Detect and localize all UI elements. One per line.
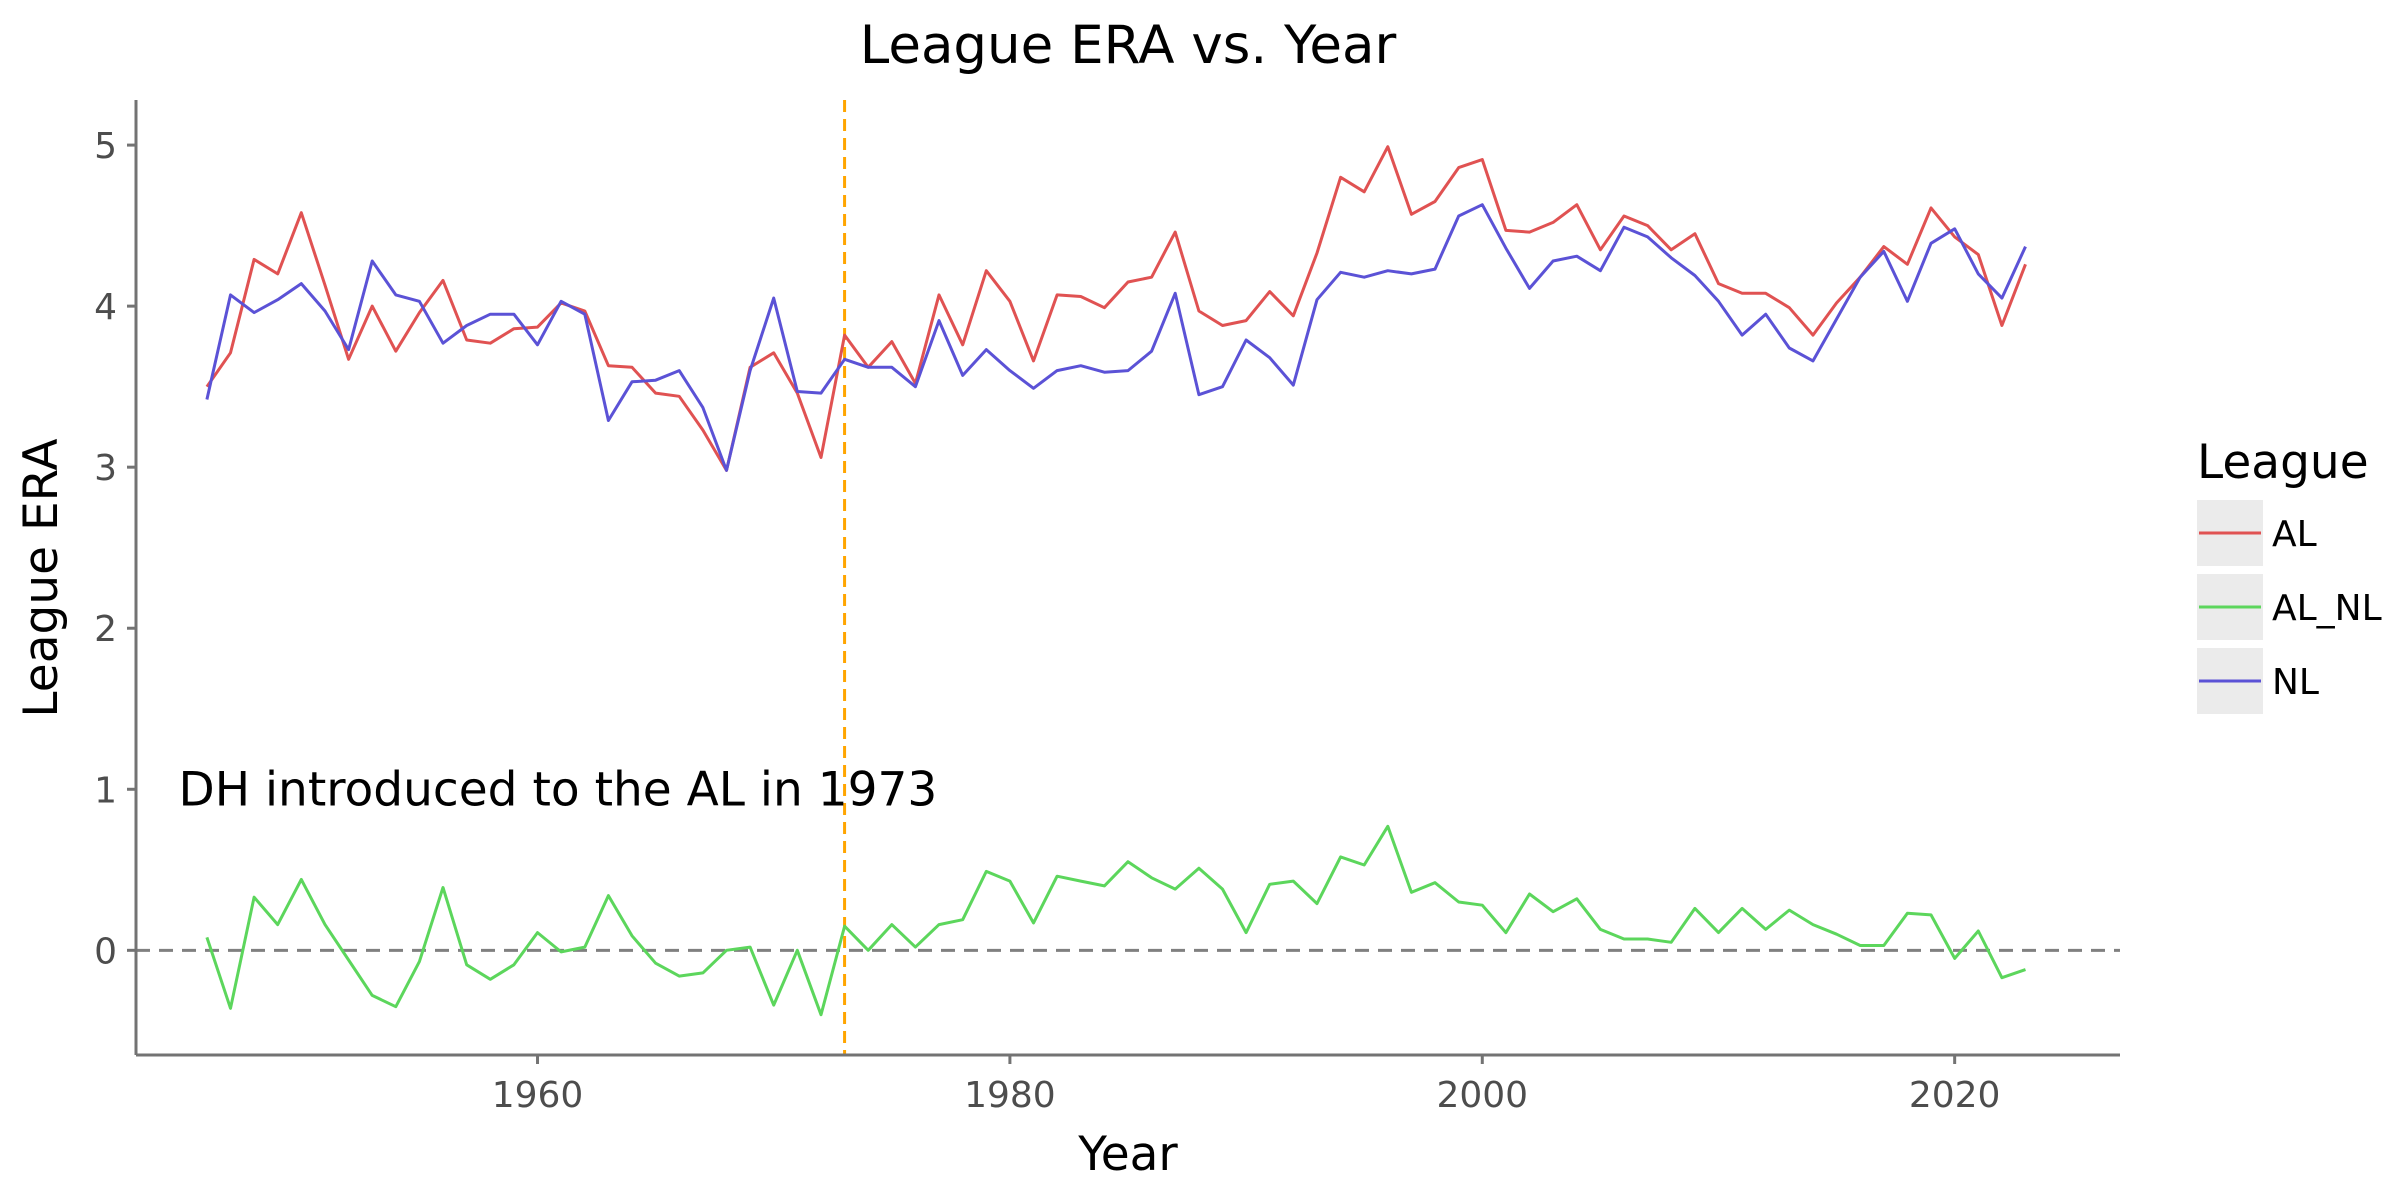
legend-label: NL [2272, 662, 2319, 703]
legend-items: AL AL_NL NL [2197, 500, 2382, 714]
legend-label: AL_NL [2272, 588, 2382, 629]
y-axis-ticks: 0 1 2 3 4 5 [94, 126, 136, 972]
series-line-al [205, 145, 2027, 472]
x-tick-label: 2020 [1909, 1075, 2001, 1116]
reference-lines [136, 100, 2120, 1055]
legend-title: League [2197, 435, 2369, 490]
y-tick-label: 3 [94, 448, 117, 489]
x-tick-label: 1980 [964, 1075, 1056, 1116]
y-tick-label: 5 [94, 126, 117, 167]
x-axis-title: Year [1077, 1127, 1178, 1182]
y-tick-label: 2 [94, 609, 117, 650]
legend-label: AL [2272, 514, 2317, 555]
y-tick-label: 1 [94, 770, 117, 811]
dh-annotation: DH introduced to the AL in 1973 [179, 762, 938, 817]
x-tick-label: 2000 [1436, 1075, 1528, 1116]
plot-area: 1960 1980 2000 2020 0 1 2 3 4 5 DH introduced to… [94, 100, 2120, 1116]
legend: League AL AL_NL NL [2197, 435, 2382, 714]
y-axis-title: League ERA [14, 438, 69, 717]
series-line-al-nl [205, 824, 2026, 1017]
series-line-nl [205, 203, 2027, 472]
x-axis-ticks: 1960 1980 2000 2020 [492, 1055, 2001, 1116]
x-tick-label: 1960 [492, 1075, 584, 1116]
y-tick-label: 4 [94, 287, 117, 328]
series-lines [205, 145, 2027, 1017]
chart-title: League ERA vs. Year [860, 15, 1397, 76]
y-tick-label: 0 [94, 931, 117, 972]
